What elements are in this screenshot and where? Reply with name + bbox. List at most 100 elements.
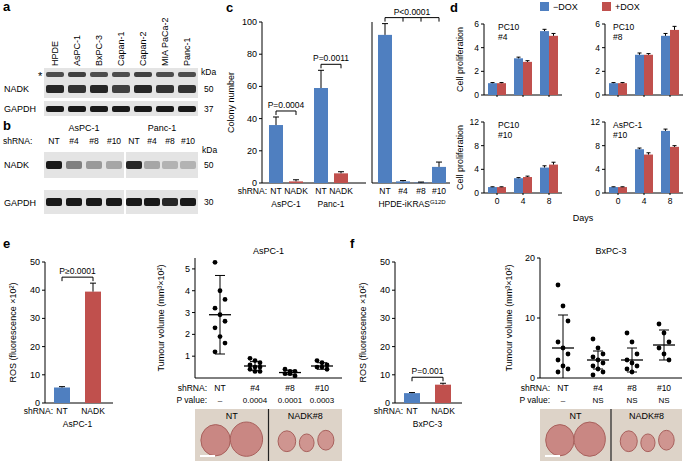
error-bar bbox=[93, 283, 94, 291]
point bbox=[667, 340, 672, 345]
blot bbox=[126, 152, 198, 178]
x-tick-label: 0 bbox=[616, 196, 621, 206]
x-tick bbox=[523, 95, 524, 97]
point bbox=[248, 356, 253, 361]
point bbox=[601, 370, 606, 375]
lane-label: #4 bbox=[69, 136, 79, 146]
plot-area bbox=[404, 383, 451, 403]
y-tick-label: 3 bbox=[185, 308, 190, 318]
error-cap bbox=[552, 162, 556, 163]
error-bar bbox=[674, 26, 675, 30]
x-tick-label: 4 bbox=[521, 196, 526, 206]
marker-title: kDa bbox=[201, 67, 216, 77]
lane-label: #8 bbox=[89, 136, 99, 146]
p-value: P=0.0011 bbox=[313, 53, 349, 63]
lane-label: #4 bbox=[147, 136, 157, 146]
x-tick-label: 8 bbox=[668, 196, 673, 206]
bar bbox=[497, 187, 506, 193]
sd-bar bbox=[220, 275, 221, 354]
group-label: Panc-1 bbox=[318, 199, 345, 209]
bar bbox=[670, 147, 679, 193]
y-tick bbox=[192, 312, 195, 313]
y-tick-label: 6 bbox=[474, 19, 479, 29]
p-value: NS bbox=[592, 396, 603, 405]
photo bbox=[195, 409, 342, 461]
band bbox=[162, 161, 178, 169]
y-axis bbox=[605, 122, 606, 193]
tumour bbox=[318, 430, 334, 450]
y-tick bbox=[42, 262, 45, 263]
y-tick-label: 100 bbox=[242, 17, 257, 27]
y-tick bbox=[602, 71, 605, 72]
blot bbox=[126, 190, 198, 214]
x-tick bbox=[644, 193, 645, 195]
y-tick bbox=[537, 258, 540, 259]
sd-cap bbox=[250, 361, 260, 362]
x-tick-label: #8 bbox=[627, 383, 637, 393]
x-tick bbox=[523, 193, 524, 195]
panel-letter: d bbox=[450, 0, 458, 15]
tumour bbox=[574, 422, 605, 456]
panel-letter: a bbox=[3, 0, 11, 14]
chart-title: AsPC-1 bbox=[253, 246, 284, 256]
y-tick-label: 0 bbox=[474, 188, 479, 198]
p-bracket bbox=[421, 18, 422, 22]
p-label: P value: bbox=[176, 395, 207, 405]
p-value: 0.0003 bbox=[310, 396, 335, 405]
y-tick bbox=[481, 71, 484, 72]
y-tick bbox=[602, 24, 605, 25]
y-tick-label: 50 bbox=[30, 257, 40, 267]
chart-title: BxPC-3 bbox=[595, 246, 626, 256]
y-tick-label: 5 bbox=[185, 264, 190, 274]
x-tick-label: #10 bbox=[432, 186, 446, 196]
p-bracket bbox=[443, 377, 444, 381]
band bbox=[46, 198, 62, 206]
sd-cap bbox=[627, 348, 637, 349]
y-tick-label: 4 bbox=[474, 164, 479, 174]
y-tick-label: 20 bbox=[247, 146, 257, 156]
bar bbox=[269, 125, 283, 183]
y-tick-label: 20 bbox=[380, 342, 390, 352]
x-tick bbox=[670, 193, 671, 195]
x-tick bbox=[549, 95, 550, 97]
subplot-title: #10 bbox=[498, 130, 512, 140]
error-cap bbox=[543, 165, 547, 166]
p-value: P=0.001 bbox=[412, 366, 444, 376]
group-label: AsPC-1 bbox=[63, 419, 93, 429]
x-tick-label: NADK bbox=[81, 406, 105, 416]
row-label: NADK bbox=[4, 160, 29, 170]
p-bracket bbox=[412, 377, 413, 381]
error-cap bbox=[673, 26, 677, 27]
sd-bar bbox=[322, 363, 323, 370]
p-label: P value: bbox=[519, 395, 550, 405]
y-axis-label: Tumour volume (mm³×10²) bbox=[156, 265, 166, 372]
point bbox=[223, 297, 228, 302]
plot-area bbox=[609, 26, 679, 95]
y-axis-label: ROS (fluorescence ×10²) bbox=[8, 283, 18, 383]
p-bracket bbox=[341, 64, 342, 68]
sd-bar bbox=[598, 351, 599, 369]
band bbox=[112, 72, 130, 77]
y-tick bbox=[42, 374, 45, 375]
bar bbox=[404, 393, 420, 403]
y-tick-label: 6 bbox=[595, 19, 600, 29]
lane-label: BxPC-3 bbox=[94, 35, 104, 66]
subplot-title: PC10 bbox=[498, 120, 520, 130]
point bbox=[601, 352, 606, 357]
y-axis bbox=[395, 262, 396, 403]
x-axis bbox=[195, 378, 342, 379]
y-tick bbox=[392, 374, 395, 375]
error-cap bbox=[418, 182, 424, 183]
error-cap bbox=[500, 186, 504, 187]
band bbox=[156, 106, 174, 112]
x-tick-label: #10 bbox=[657, 383, 671, 393]
y-tick-label: 20 bbox=[30, 342, 40, 352]
y-tick-label: 10 bbox=[380, 370, 390, 380]
tumour bbox=[659, 430, 675, 450]
blot bbox=[44, 68, 198, 98]
point bbox=[635, 352, 640, 357]
lane-label: NT bbox=[128, 136, 139, 146]
band bbox=[68, 85, 86, 93]
tumour bbox=[201, 425, 230, 456]
sd-cap bbox=[250, 370, 260, 371]
